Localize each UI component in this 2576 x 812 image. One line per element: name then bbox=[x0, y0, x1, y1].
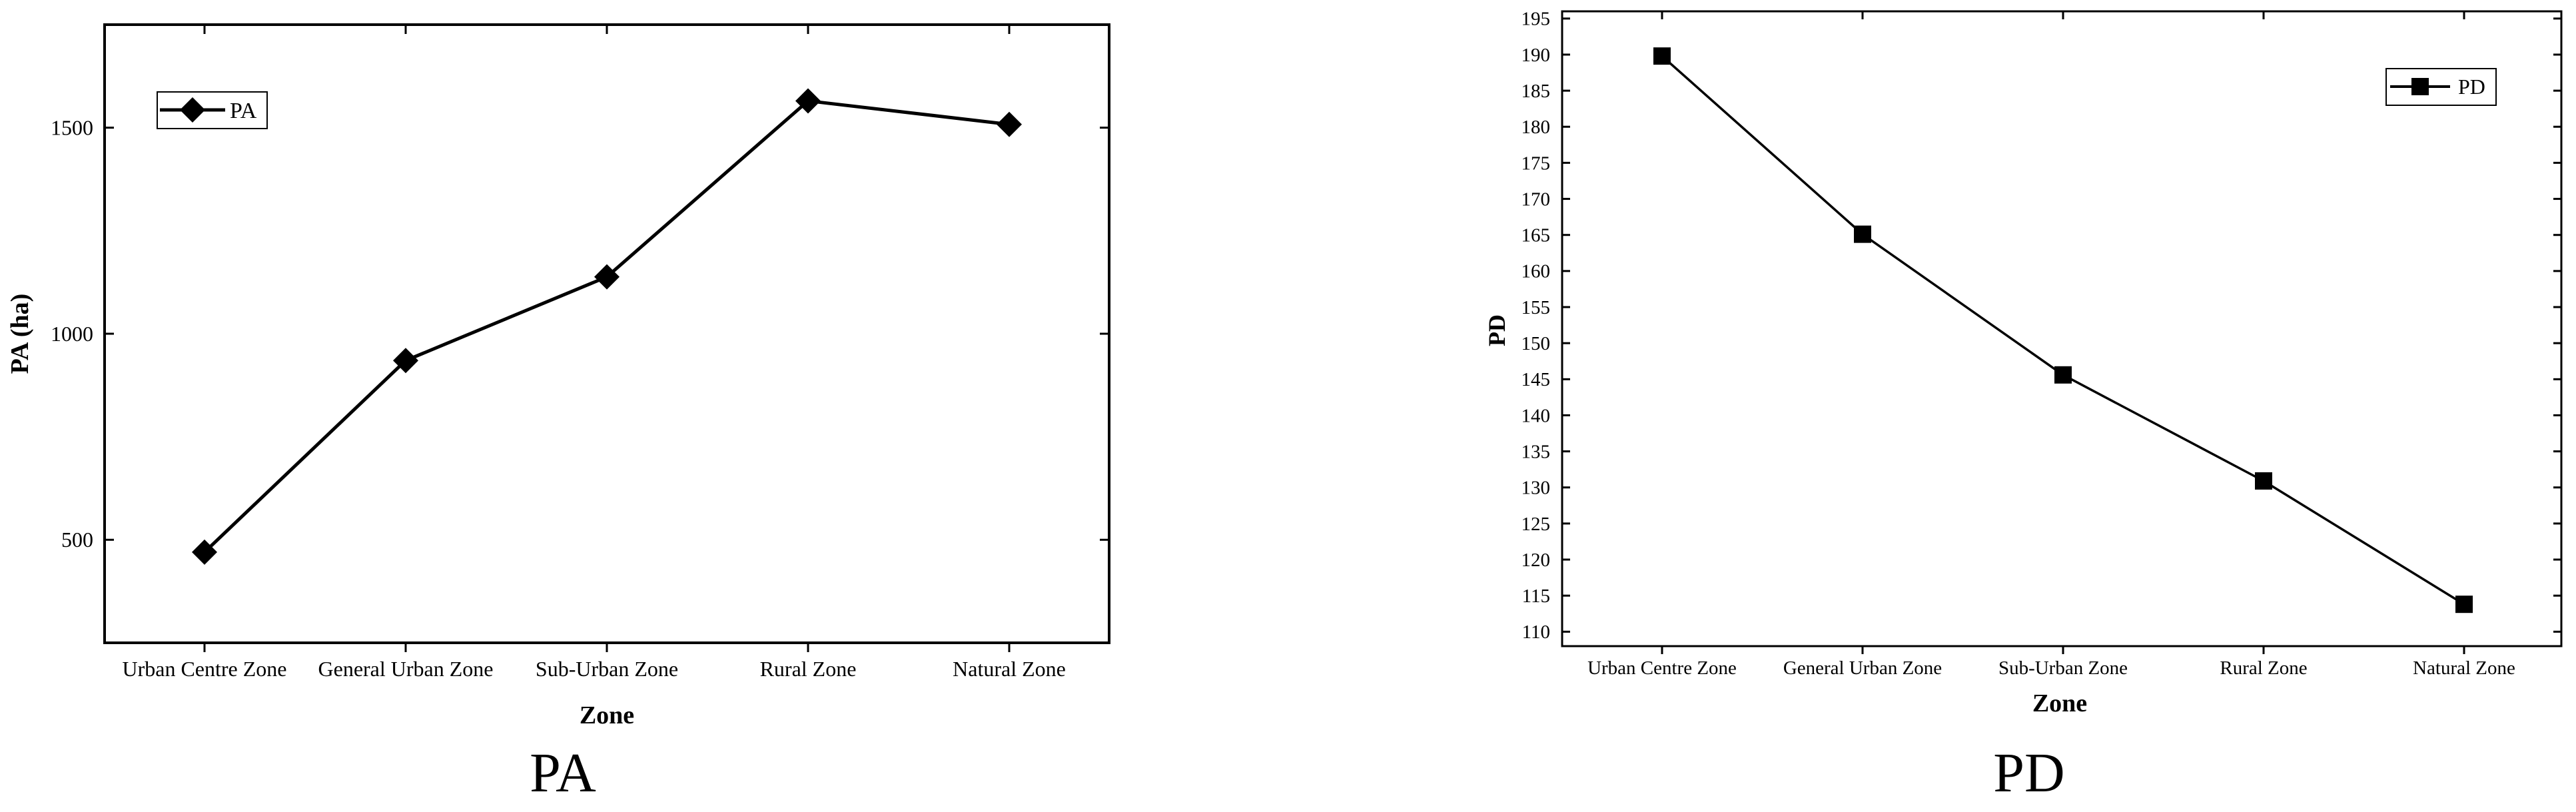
pd-plot-frame bbox=[1561, 10, 2563, 647]
pd-legend-label: PD bbox=[2458, 75, 2485, 99]
pd-y-axis: 110 115 120 125 130 135 140 145 150 155 160 165 170 1… bbox=[1521, 9, 2561, 643]
pd-point bbox=[1854, 225, 1871, 243]
pa-point bbox=[393, 348, 418, 374]
pd-caption: PD bbox=[1993, 742, 2064, 804]
pa-point bbox=[192, 539, 217, 565]
pd-legend-marker bbox=[2411, 78, 2429, 95]
pd-y-tick-label: 110 bbox=[1522, 621, 1550, 643]
pd-y-tick-label: 125 bbox=[1521, 514, 1551, 535]
pd-y-tick-label: 115 bbox=[1522, 586, 1550, 607]
pd-y-tick-label: 195 bbox=[1521, 9, 1551, 30]
pa-x-axis: Urban Centre Zone General Urban Zone Sub-U… bbox=[122, 25, 1066, 681]
pd-x-axis-title: Zone bbox=[2032, 689, 2087, 717]
pa-series-line bbox=[203, 99, 1010, 554]
pd-y-tick-label: 135 bbox=[1521, 441, 1551, 462]
pd-x-tick-label: Sub-Urban Zone bbox=[1998, 657, 2128, 679]
pa-y-axis-title: PA (ha) bbox=[6, 294, 34, 374]
pd-y-tick-label: 150 bbox=[1521, 333, 1551, 354]
pa-y-tick-label: 1000 bbox=[51, 322, 93, 346]
pd-y-tick-label: 140 bbox=[1521, 405, 1551, 426]
pd-legend: PD bbox=[2385, 68, 2497, 106]
pa-point bbox=[594, 264, 620, 290]
pd-y-tick-label: 145 bbox=[1521, 369, 1551, 390]
pd-series-line bbox=[1661, 55, 2465, 606]
pa-x-tick-label: Sub-Urban Zone bbox=[536, 657, 678, 681]
pd-y-axis-title: PD bbox=[1484, 314, 1510, 346]
pa-chart: 500 1000 1500 Urban Centre Zone General Urb… bbox=[6, 23, 1110, 804]
pd-x-tick-label: Natural Zone bbox=[2413, 657, 2515, 679]
pd-y-tick-label: 175 bbox=[1521, 153, 1551, 174]
pd-x-tick-label: General Urban Zone bbox=[1783, 657, 1942, 679]
pa-point bbox=[997, 111, 1022, 137]
pd-point bbox=[1653, 47, 1671, 65]
pd-y-tick-label: 130 bbox=[1521, 478, 1551, 499]
pd-y-tick-label: 160 bbox=[1521, 261, 1551, 282]
pd-x-axis: Urban Centre Zone General Urban Zone Sub-U… bbox=[1587, 11, 2515, 679]
pa-series-group bbox=[192, 88, 1022, 565]
pd-y-tick-label: 185 bbox=[1521, 81, 1551, 102]
pd-point bbox=[2455, 596, 2473, 613]
pd-y-tick-label: 165 bbox=[1521, 225, 1551, 246]
pd-series-group bbox=[1653, 47, 2473, 613]
pa-x-axis-title: Zone bbox=[580, 701, 634, 729]
pd-y-tick-label: 120 bbox=[1521, 550, 1551, 571]
pa-y-axis: 500 1000 1500 bbox=[51, 116, 1109, 552]
pd-y-tick-label: 155 bbox=[1521, 297, 1551, 318]
pa-legend-marker bbox=[180, 97, 205, 123]
pa-point bbox=[795, 88, 821, 114]
pa-y-tick-label: 1500 bbox=[51, 116, 93, 140]
pa-x-tick-label: Natural Zone bbox=[953, 657, 1066, 681]
pa-x-tick-label: General Urban Zone bbox=[318, 657, 494, 681]
pa-legend-label: PA bbox=[230, 99, 257, 123]
pa-x-tick-label: Urban Centre Zone bbox=[122, 657, 286, 681]
pa-x-tick-label: Rural Zone bbox=[760, 657, 857, 681]
pd-chart: 110 115 120 125 130 135 140 145 150 155 160 165 170 1… bbox=[1484, 9, 2563, 804]
pa-y-tick-label: 500 bbox=[61, 528, 93, 552]
pd-x-tick-label: Rural Zone bbox=[2220, 657, 2307, 679]
pa-legend: PA bbox=[157, 91, 268, 129]
pd-y-tick-label: 180 bbox=[1521, 117, 1551, 138]
pd-point bbox=[2054, 366, 2072, 384]
pd-x-tick-label: Urban Centre Zone bbox=[1587, 657, 1737, 679]
pd-y-tick-label: 190 bbox=[1521, 45, 1551, 66]
pa-caption: PA bbox=[530, 742, 596, 804]
pd-point bbox=[2255, 472, 2272, 490]
pd-y-tick-label: 170 bbox=[1521, 189, 1551, 210]
